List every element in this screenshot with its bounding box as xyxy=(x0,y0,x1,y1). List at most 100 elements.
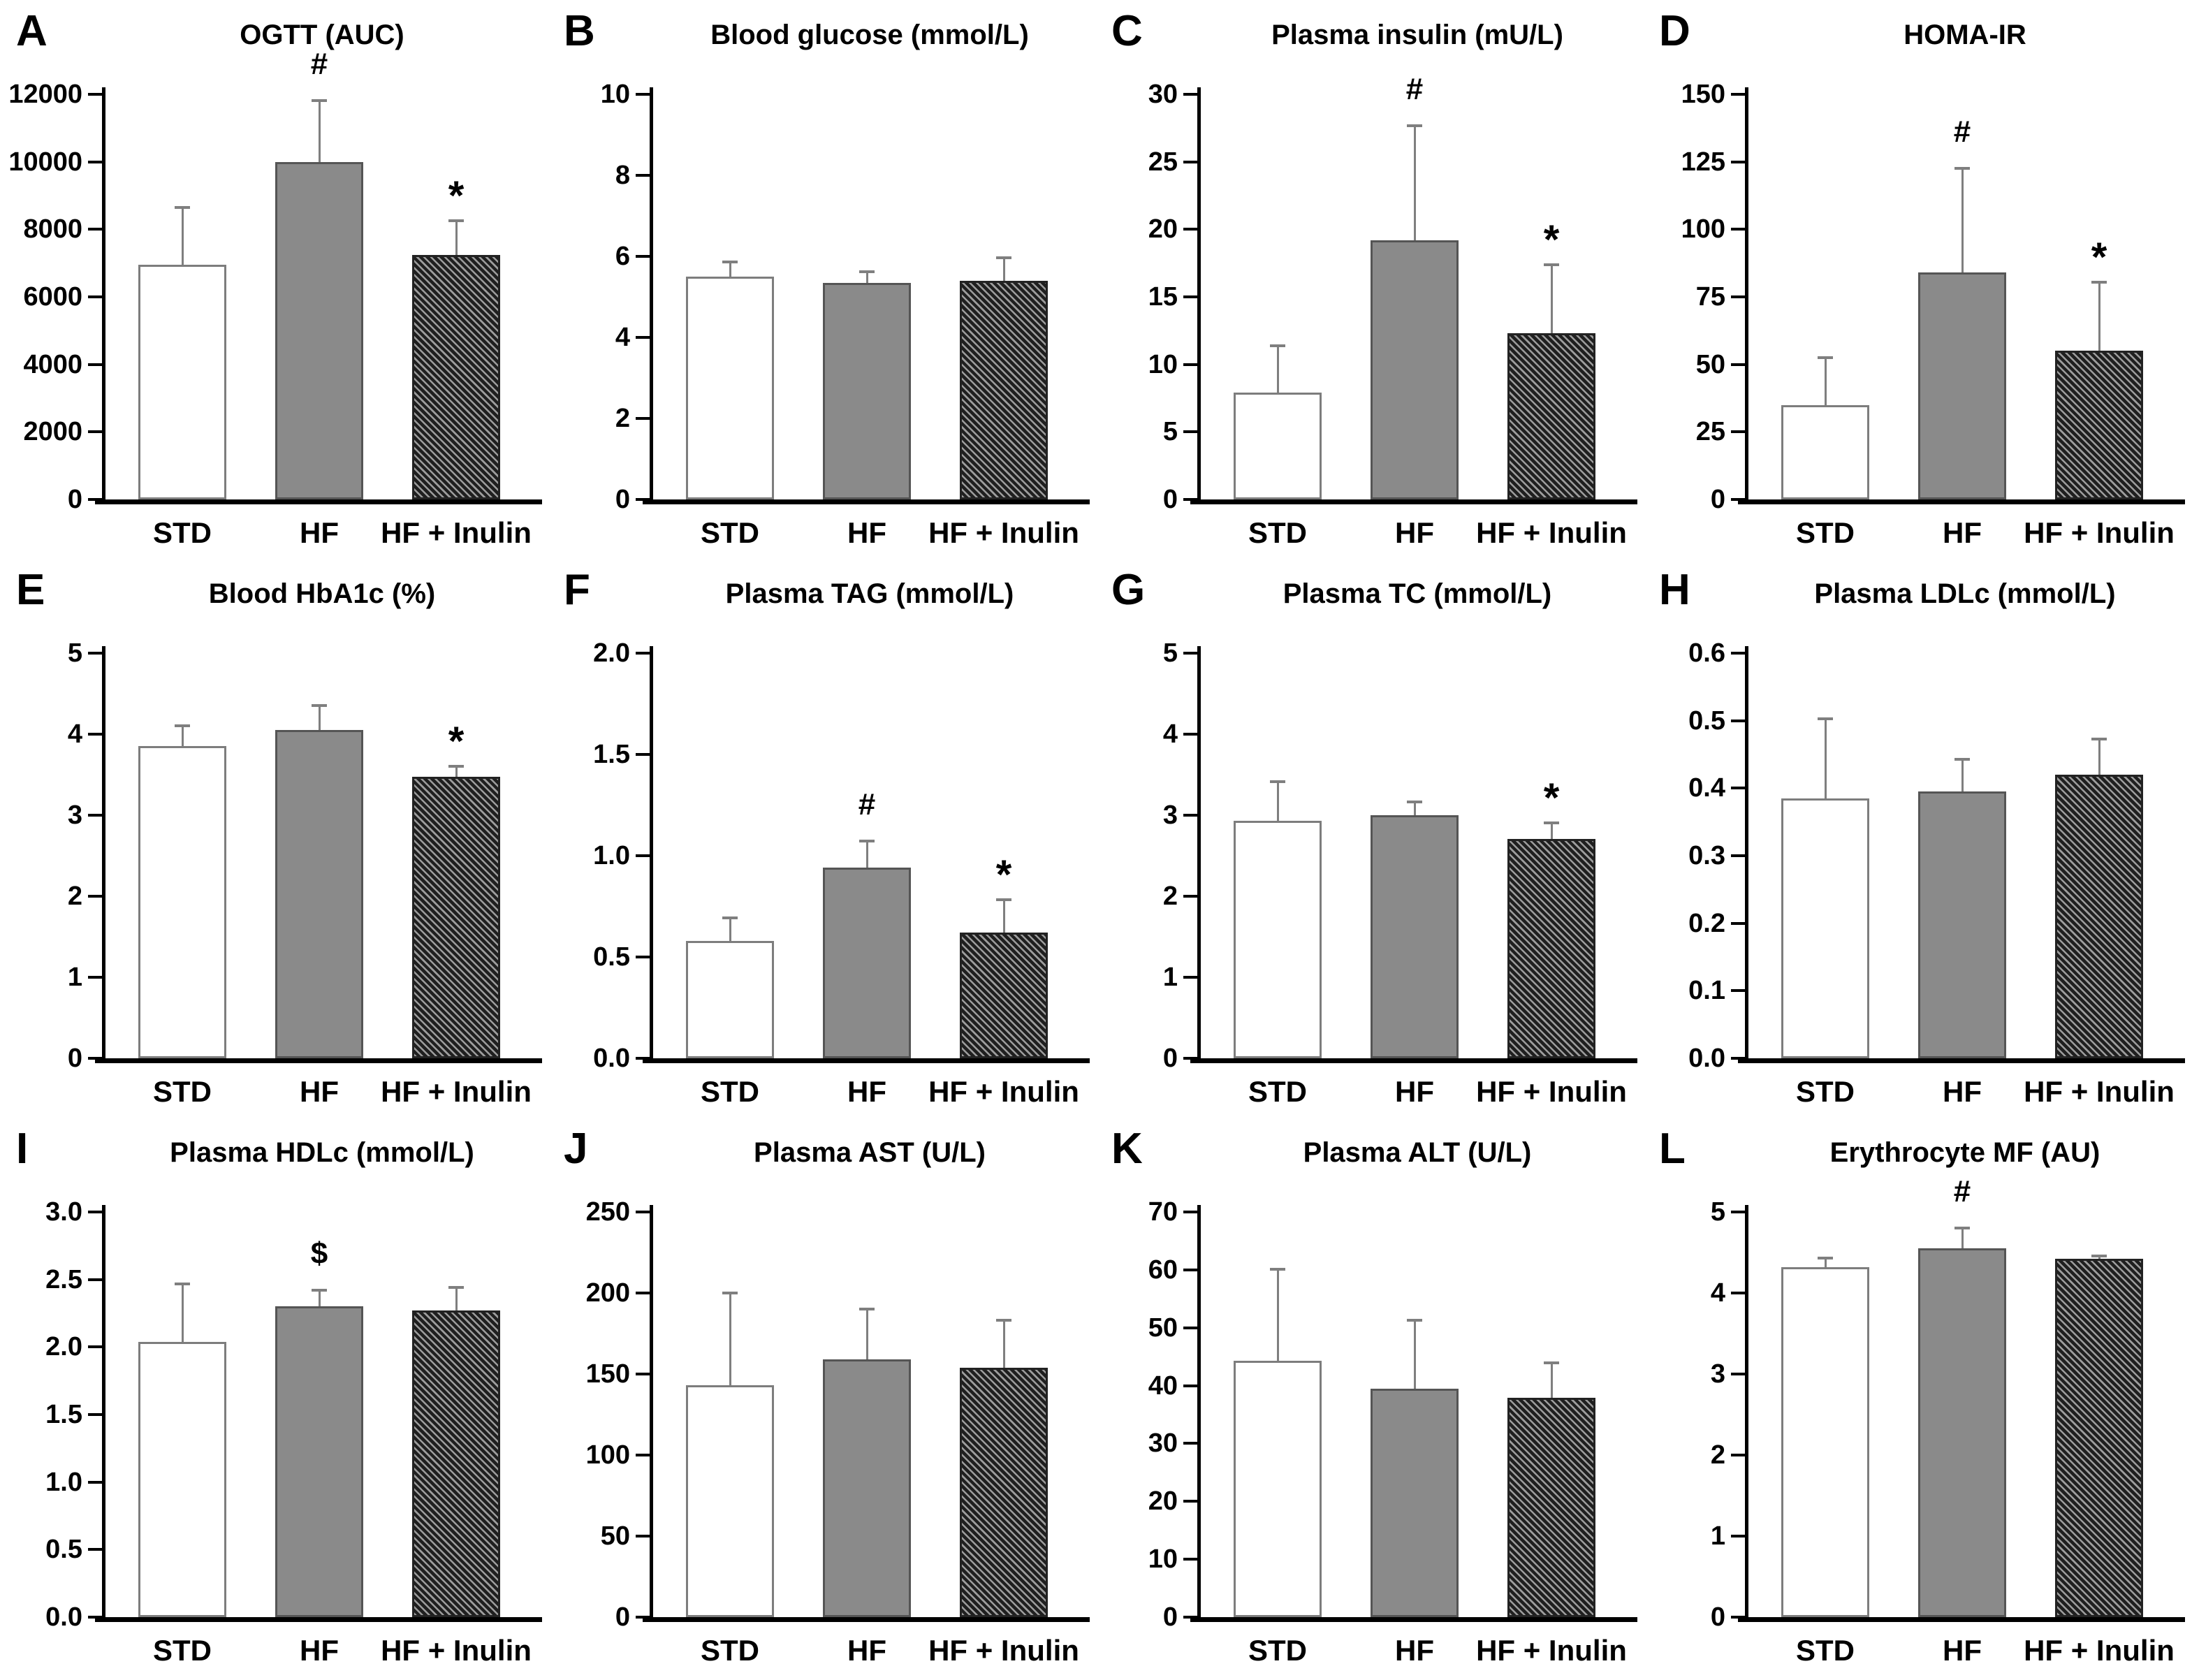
y-tick-mark xyxy=(636,417,650,420)
y-tick-mark xyxy=(88,1278,102,1281)
x-category-label: STD xyxy=(1248,1075,1307,1108)
y-tick-label: 70 xyxy=(1148,1197,1178,1227)
x-category-label: HF + Inulin xyxy=(381,516,532,549)
x-category-label: HF xyxy=(1943,516,1982,549)
y-tick-mark xyxy=(88,160,102,163)
bar-HF+Inulin xyxy=(960,280,1048,499)
y-tick-label: 1 xyxy=(1710,1521,1725,1551)
y-tick-mark xyxy=(88,1345,102,1349)
x-axis-line xyxy=(1738,1617,2185,1622)
x-category-label: HF + Inulin xyxy=(2024,1634,2175,1667)
bar-HF xyxy=(1371,815,1459,1058)
error-bar-HF xyxy=(1413,1319,1416,1389)
y-tick-mark xyxy=(636,1454,650,1456)
error-bar-HF+Inulin xyxy=(1550,821,1553,839)
y-axis-line xyxy=(650,646,653,1063)
significance-marker: $ xyxy=(310,1236,328,1271)
y-tick-mark xyxy=(1731,1292,1745,1294)
bar-HF+Inulin xyxy=(2055,351,2143,499)
significance-marker: * xyxy=(448,719,465,765)
error-bar-STD xyxy=(729,1291,731,1386)
y-tick-mark xyxy=(1731,854,1745,857)
panel-B: B Blood glucose (mmol/L) 0 2 4 6 8 10 STD HF HF + … xyxy=(548,0,1096,559)
y-tick-mark xyxy=(1731,1535,1745,1537)
error-bar-cap xyxy=(1818,1256,1833,1259)
error-bar-HF+Inulin xyxy=(455,219,458,255)
y-tick-label: 2000 xyxy=(23,417,82,447)
y-tick-label: 0 xyxy=(1162,1602,1178,1632)
y-tick-mark xyxy=(88,1616,102,1619)
y-tick-label: 6 xyxy=(615,242,630,271)
y-tick-label: 20 xyxy=(1148,214,1178,244)
error-bar-cap xyxy=(1954,1226,1970,1229)
bar-HF+Inulin xyxy=(1507,1397,1595,1617)
error-bar-STD xyxy=(1824,356,1827,405)
y-tick-mark xyxy=(88,1480,102,1484)
panel-title: OGTT (AUC) xyxy=(240,20,404,50)
panel-letter: A xyxy=(16,7,48,55)
x-category-label: HF xyxy=(1943,1075,1982,1108)
error-bar-cap xyxy=(1407,801,1422,804)
panel-letter: C xyxy=(1111,7,1143,55)
y-tick-label: 2.5 xyxy=(45,1264,82,1294)
panel-I: I Plasma HDLc (mmol/L) 0.0 0.5 1.0 1.5 2.0 2.5 3… xyxy=(1,1118,548,1677)
y-tick-mark xyxy=(1731,498,1745,501)
bar-HF+Inulin xyxy=(960,1367,1048,1617)
error-bar-HF xyxy=(865,270,868,283)
error-bar-cap xyxy=(722,1291,738,1294)
error-bar-STD xyxy=(729,916,731,941)
bar-STD xyxy=(1781,404,1869,499)
y-tick-label: 250 xyxy=(585,1197,630,1227)
y-tick-label: 0.1 xyxy=(1688,976,1725,1006)
y-axis-line xyxy=(102,1205,105,1622)
x-category-label: STD xyxy=(153,1634,212,1667)
error-bar-HF xyxy=(1413,124,1416,240)
panel-letter: J xyxy=(564,1125,588,1173)
significance-marker: # xyxy=(858,787,876,821)
error-bar-cap xyxy=(312,99,327,103)
error-bar-STD xyxy=(1276,1268,1279,1361)
x-axis-line xyxy=(95,1058,542,1063)
panel-letter: F xyxy=(564,566,590,614)
error-bar-cap xyxy=(996,898,1011,901)
y-tick-label: 1.5 xyxy=(45,1400,82,1429)
y-tick-label: 1.5 xyxy=(593,740,630,769)
y-tick-mark xyxy=(88,1413,102,1416)
significance-marker: * xyxy=(995,852,1012,898)
error-bar-cap xyxy=(1818,356,1833,360)
y-tick-label: 2 xyxy=(67,882,82,911)
panel-letter: B xyxy=(564,7,595,55)
y-tick-mark xyxy=(1731,1057,1745,1060)
y-tick-mark xyxy=(88,430,102,434)
y-tick-label: 10 xyxy=(600,80,630,109)
x-category-label: HF + Inulin xyxy=(928,1075,1079,1108)
bar-HF xyxy=(823,282,911,499)
error-bar-cap xyxy=(448,1286,464,1290)
y-tick-mark xyxy=(1183,1558,1197,1561)
error-bar-HF+Inulin xyxy=(455,765,458,777)
bar-HF+Inulin xyxy=(1507,838,1595,1058)
error-bar-STD xyxy=(1824,1256,1827,1267)
bar-STD xyxy=(1781,798,1869,1058)
y-tick-label: 0 xyxy=(615,485,630,514)
y-tick-mark xyxy=(1183,1326,1197,1329)
y-tick-label: 5 xyxy=(1162,638,1178,668)
y-tick-mark xyxy=(636,1373,650,1375)
error-bar-HF+Inulin xyxy=(2098,280,2100,351)
panel-title: Plasma TAG (mmol/L) xyxy=(725,578,1014,609)
x-category-label: HF xyxy=(847,1634,886,1667)
error-bar-STD xyxy=(1824,717,1827,798)
x-category-label: STD xyxy=(153,1075,212,1108)
y-tick-label: 30 xyxy=(1148,1429,1178,1459)
y-tick-label: 0.4 xyxy=(1688,773,1725,803)
y-tick-mark xyxy=(1731,1373,1745,1375)
y-tick-label: 5 xyxy=(1162,417,1178,447)
y-tick-mark xyxy=(1183,1442,1197,1445)
error-bar-STD xyxy=(1276,344,1279,393)
panel-title: Plasma ALT (U/L) xyxy=(1303,1137,1532,1168)
y-tick-label: 50 xyxy=(1695,349,1725,379)
y-tick-label: 20 xyxy=(1148,1487,1178,1517)
x-category-label: HF xyxy=(1395,516,1434,549)
y-axis-line xyxy=(1197,87,1201,504)
